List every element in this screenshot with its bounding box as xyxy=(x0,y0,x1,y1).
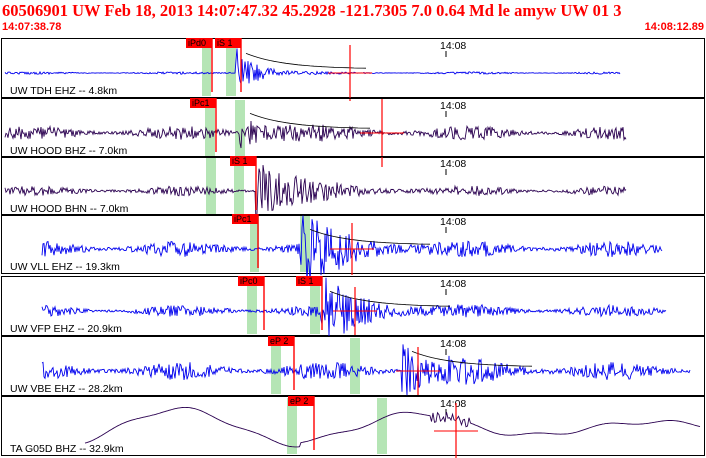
station-label: TA G05D BHZ -- 32.9km xyxy=(10,443,124,455)
time-tick-label: 14:08 xyxy=(440,278,466,290)
station-label: UW HOOD BHN -- 7.0km xyxy=(10,203,129,215)
time-tick-label: 14:08 xyxy=(440,398,466,410)
waveform-trace xyxy=(41,277,667,337)
phase-pick-box xyxy=(186,38,212,48)
phase-pick-box xyxy=(268,336,294,346)
phase-pick-box xyxy=(238,276,264,286)
pick-window-band xyxy=(206,158,216,214)
time-tick-label: 14:08 xyxy=(440,100,466,112)
phase-pick-box xyxy=(296,276,322,286)
coda-envelope-fit xyxy=(411,351,533,367)
waveform-trace xyxy=(41,344,691,396)
coda-envelope-fit xyxy=(245,53,367,69)
phase-pick-box xyxy=(190,98,216,108)
waveform-trace xyxy=(4,48,621,84)
phase-pick-box xyxy=(232,214,258,224)
panel-frame xyxy=(1,276,705,336)
window-end-time: 14:08:12.89 xyxy=(644,21,704,33)
station-label: UW HOOD BHZ -- 7.0km xyxy=(10,145,128,157)
station-label: UW TDH EHZ -- 4.8km xyxy=(10,85,117,97)
time-tick-label: 14:08 xyxy=(440,158,466,170)
phase-pick-label: iPc1 xyxy=(192,98,210,108)
pick-window-band xyxy=(310,278,320,334)
pick-window-band xyxy=(377,398,387,454)
panel-frame xyxy=(1,98,705,158)
phase-pick-label: iPc0 xyxy=(240,276,258,286)
pick-window-band xyxy=(202,40,211,96)
station-label: UW VBE EHZ -- 28.2km xyxy=(10,383,123,395)
phase-pick-label: iPd0 xyxy=(188,38,206,48)
panel-frame xyxy=(1,38,705,98)
pick-window-band xyxy=(234,158,244,214)
waveform-trace xyxy=(4,165,627,223)
coda-envelope-fit xyxy=(329,291,451,307)
event-header: 60506901 UW Feb 18, 2013 14:07:47.32 45.… xyxy=(0,0,706,38)
pick-window-band xyxy=(287,398,297,454)
coda-envelope-fit xyxy=(309,229,431,245)
phase-pick-label: iPc1 xyxy=(234,214,252,224)
phase-pick-box xyxy=(288,396,314,406)
phase-pick-label: eP 2 xyxy=(290,396,308,406)
panel-frame xyxy=(1,156,705,216)
phase-pick-label: iS 1 xyxy=(298,276,314,286)
pick-window-band xyxy=(300,216,310,272)
time-tick-label: 14:08 xyxy=(440,338,466,350)
phase-pick-label: iS 1 xyxy=(217,38,233,48)
time-tick-label: 14:08 xyxy=(440,216,466,228)
time-tick-label: 14:08 xyxy=(440,40,466,52)
window-start-time: 14:07:38.78 xyxy=(2,21,62,33)
event-title: 60506901 UW Feb 18, 2013 14:07:47.32 45.… xyxy=(2,1,622,20)
waveform-trace xyxy=(84,406,701,448)
phase-pick-label: iS 1 xyxy=(232,156,248,166)
pick-window-band xyxy=(247,278,257,334)
pick-window-band xyxy=(235,100,245,156)
pick-window-band xyxy=(271,338,281,394)
pick-window-band xyxy=(226,40,236,96)
waveform-trace xyxy=(4,120,627,149)
coda-envelope-fit xyxy=(249,113,371,129)
phase-pick-label: eP 2 xyxy=(270,336,288,346)
phase-pick-box xyxy=(215,38,241,48)
station-label: UW VLL EHZ -- 19.3km xyxy=(10,261,120,273)
phase-pick-box xyxy=(230,156,256,166)
pick-window-band xyxy=(205,100,215,156)
panel-frame xyxy=(1,214,705,274)
pick-window-band xyxy=(250,216,259,272)
panel-frame xyxy=(1,336,705,396)
panel-frame xyxy=(1,396,705,456)
station-label: UW VFP EHZ -- 20.9km xyxy=(10,323,122,335)
pick-window-band xyxy=(350,338,360,394)
